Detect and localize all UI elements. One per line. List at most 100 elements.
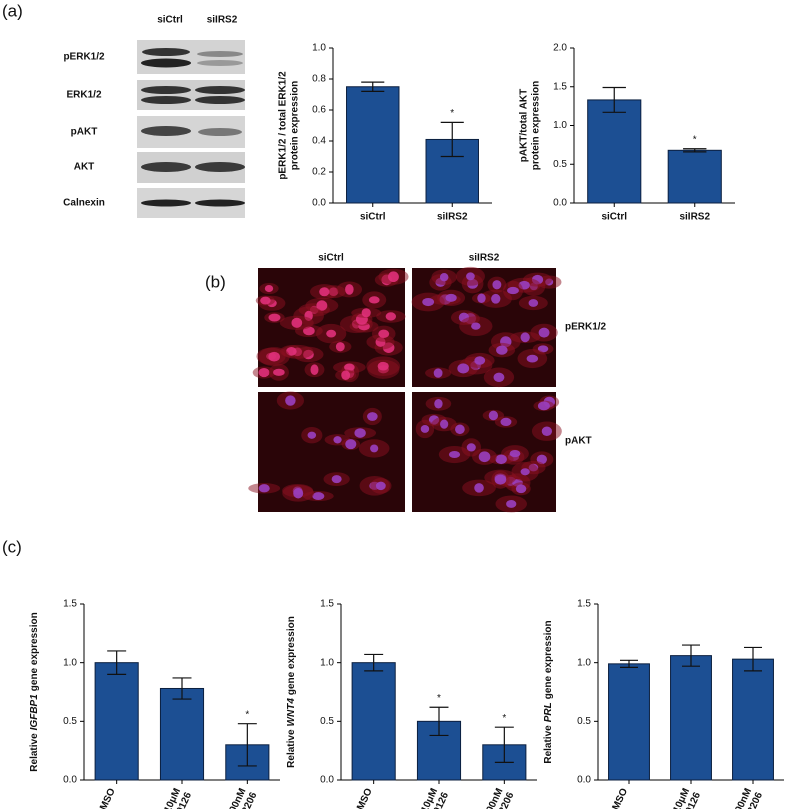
nucleus (526, 354, 539, 363)
nucleus (341, 370, 351, 381)
y-axis-label-part: gene expression (286, 616, 297, 695)
bar (670, 655, 712, 781)
nucleus (509, 449, 521, 458)
nucleus (500, 417, 512, 427)
y-axis-label-part: Relative (29, 733, 40, 772)
bar (732, 658, 774, 781)
y-axis-label-part: Relative (286, 729, 297, 768)
nucleus (264, 285, 274, 293)
y-tick-label: 1.5 (577, 599, 591, 610)
blot-row-label: pERK1/2 (63, 52, 105, 63)
nucleus (434, 398, 443, 409)
y-tick-label: 0.5 (577, 716, 591, 727)
nucleus (307, 431, 317, 439)
nucleus (440, 419, 449, 429)
blot-row-label: pAKT (71, 127, 98, 138)
nucleus (316, 300, 328, 311)
nucleus (493, 372, 505, 382)
column-label: siIRS2 (469, 253, 500, 264)
row-label: pAKT (565, 436, 592, 447)
microscopy: siCtrl siIRS2 pERK1/2 pAKT (248, 253, 607, 513)
nucleus (457, 363, 470, 374)
y-tick-label: 0.5 (553, 159, 567, 170)
x-tick-label: siIRS2 (679, 212, 710, 223)
band (197, 60, 243, 66)
y-tick-label: 0.0 (577, 775, 591, 786)
nucleus (439, 273, 449, 282)
y-tick-label: 0.2 (312, 167, 326, 178)
nucleus (260, 296, 271, 305)
x-tick-label: DC+DMSO (87, 787, 118, 809)
significance-mark: * (245, 709, 249, 720)
nucleus (420, 424, 430, 433)
nucleus (494, 474, 507, 485)
nucleus (466, 443, 476, 452)
nucleus (331, 475, 342, 484)
nucleus (285, 395, 296, 406)
nucleus (375, 481, 386, 491)
nucleus (378, 329, 390, 338)
nucleus (370, 444, 379, 453)
y-tick-label: 1.0 (63, 657, 77, 668)
y-axis-label: pAKT/total AKT (519, 89, 530, 163)
x-tick-label: siIRS2 (437, 212, 468, 223)
blot-strip (137, 80, 245, 110)
nucleus (455, 424, 465, 435)
nucleus (488, 410, 499, 421)
bar (94, 662, 139, 781)
band (195, 199, 245, 207)
nucleus (367, 412, 378, 421)
nucleus (273, 368, 285, 376)
nucleus (474, 356, 486, 365)
y-axis-label-part: IGFBP1 (29, 694, 40, 731)
lane-label: siIRS2 (207, 15, 238, 26)
nucleus (293, 487, 304, 499)
band (141, 126, 191, 136)
nucleus (538, 327, 550, 338)
band (198, 128, 242, 136)
y-axis-label: protein expression (290, 81, 301, 170)
nucleus (492, 280, 502, 290)
nucleus (326, 329, 337, 338)
band (141, 86, 191, 94)
bar (608, 663, 650, 781)
nucleus (344, 363, 355, 372)
nucleus (520, 468, 530, 476)
y-axis-label-part: WNT4 (286, 698, 297, 727)
y-axis-label: Relative PRL gene expression (543, 620, 554, 763)
nucleus (385, 312, 397, 321)
band (197, 51, 243, 57)
nucleus (466, 272, 475, 281)
nucleus (496, 345, 508, 355)
y-axis-label-part: gene expression (29, 612, 40, 691)
nucleus (377, 361, 389, 371)
nucleus (312, 492, 325, 500)
y-tick-label: 0.0 (320, 775, 334, 786)
nucleus (515, 484, 527, 494)
nucleus (422, 297, 435, 307)
band (195, 162, 245, 172)
blot-row-label: ERK1/2 (66, 90, 101, 101)
nucleus (506, 500, 517, 508)
significance-mark: * (502, 713, 506, 724)
nucleus (319, 287, 330, 297)
nucleus (477, 293, 486, 304)
blot-strip (137, 40, 245, 74)
blot: siCtrl siIRS2 pERK1/2 ERK1/2 pAKT AKT Ca… (63, 15, 245, 218)
panel-label: (a) (2, 1, 23, 20)
nucleus (478, 451, 491, 463)
nucleus (528, 299, 539, 307)
nucleus (268, 313, 281, 322)
y-tick-label: 0.5 (63, 716, 77, 727)
y-axis-label: pERK1/2 / total ERK1/2 (278, 71, 289, 180)
panel-label: (c) (2, 537, 22, 556)
blot-row-label: Calnexin (63, 198, 105, 209)
band (141, 162, 191, 172)
nucleus (541, 426, 553, 436)
bar (667, 149, 722, 204)
nucleus (368, 296, 380, 304)
y-tick-label: 0.0 (63, 775, 77, 786)
nucleus (388, 271, 399, 282)
bar (587, 99, 642, 204)
